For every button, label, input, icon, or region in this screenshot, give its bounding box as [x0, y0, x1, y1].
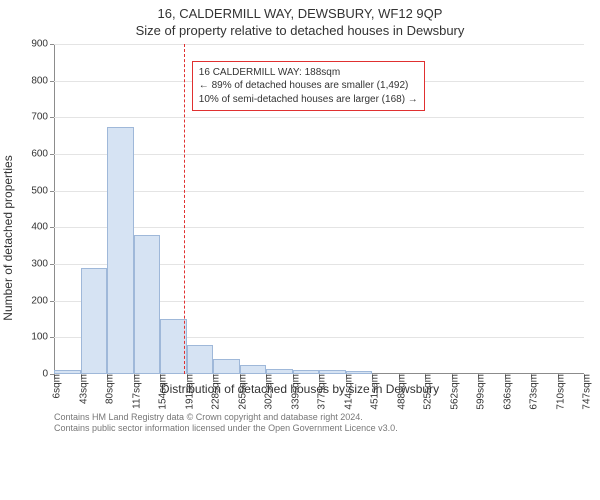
annotation-box: 16 CALDERMILL WAY: 188sqm← 89% of detach… [192, 61, 425, 112]
xtick-label: 6sqm [46, 374, 63, 398]
ytick-label: 200 [31, 295, 54, 306]
ytick-label: 800 [31, 75, 54, 86]
xtick-label: 636sqm [496, 374, 513, 410]
xtick-label: 562sqm [443, 374, 460, 410]
y-axis-line [54, 44, 55, 374]
footer-line-2: Contains public sector information licen… [54, 423, 398, 434]
ytick-label: 100 [31, 332, 54, 343]
ytick-label: 600 [31, 149, 54, 160]
xtick-label: 117sqm [125, 374, 142, 409]
ytick-label: 700 [31, 112, 54, 123]
xtick-label: 80sqm [99, 374, 116, 404]
ytick-label: 500 [31, 185, 54, 196]
ytick-label: 300 [31, 259, 54, 270]
footer-line-1: Contains HM Land Registry data © Crown c… [54, 412, 398, 423]
annotation-line: 10% of semi-detached houses are larger (… [199, 93, 418, 107]
ytick-label: 400 [31, 222, 54, 233]
xtick-label: 599sqm [470, 374, 487, 410]
gridline [54, 117, 584, 118]
reference-line [184, 44, 185, 374]
histogram-bar [81, 268, 108, 374]
histogram-bar [240, 365, 267, 374]
xtick-label: 673sqm [523, 374, 540, 410]
annotation-line: 16 CALDERMILL WAY: 188sqm [199, 66, 418, 80]
gridline [54, 227, 584, 228]
chart-container: 16, CALDERMILL WAY, DEWSBURY, WF12 9QP S… [0, 0, 600, 500]
chart-title-sub: Size of property relative to detached ho… [0, 21, 600, 38]
gridline [54, 191, 584, 192]
gridline [54, 44, 584, 45]
annotation-line: ← 89% of detached houses are smaller (1,… [199, 79, 418, 93]
xtick-label: 747sqm [576, 374, 593, 410]
histogram-bar [160, 319, 187, 374]
xtick-label: 43sqm [72, 374, 89, 404]
ytick-label: 900 [31, 39, 54, 50]
xtick-label: 710sqm [549, 374, 566, 410]
histogram-bar [134, 235, 161, 374]
gridline [54, 154, 584, 155]
chart-wrap: Number of detached properties 0100200300… [0, 38, 600, 438]
histogram-bar [213, 359, 240, 374]
y-axis-label: Number of detached properties [1, 155, 15, 320]
histogram-bar [187, 345, 214, 374]
chart-title-main: 16, CALDERMILL WAY, DEWSBURY, WF12 9QP [0, 0, 600, 21]
footer-attribution: Contains HM Land Registry data © Crown c… [54, 412, 398, 435]
x-axis-label: Distribution of detached houses by size … [161, 382, 439, 396]
histogram-bar [107, 127, 134, 375]
plot-area: 01002003004005006007008009006sqm43sqm80s… [54, 44, 584, 374]
